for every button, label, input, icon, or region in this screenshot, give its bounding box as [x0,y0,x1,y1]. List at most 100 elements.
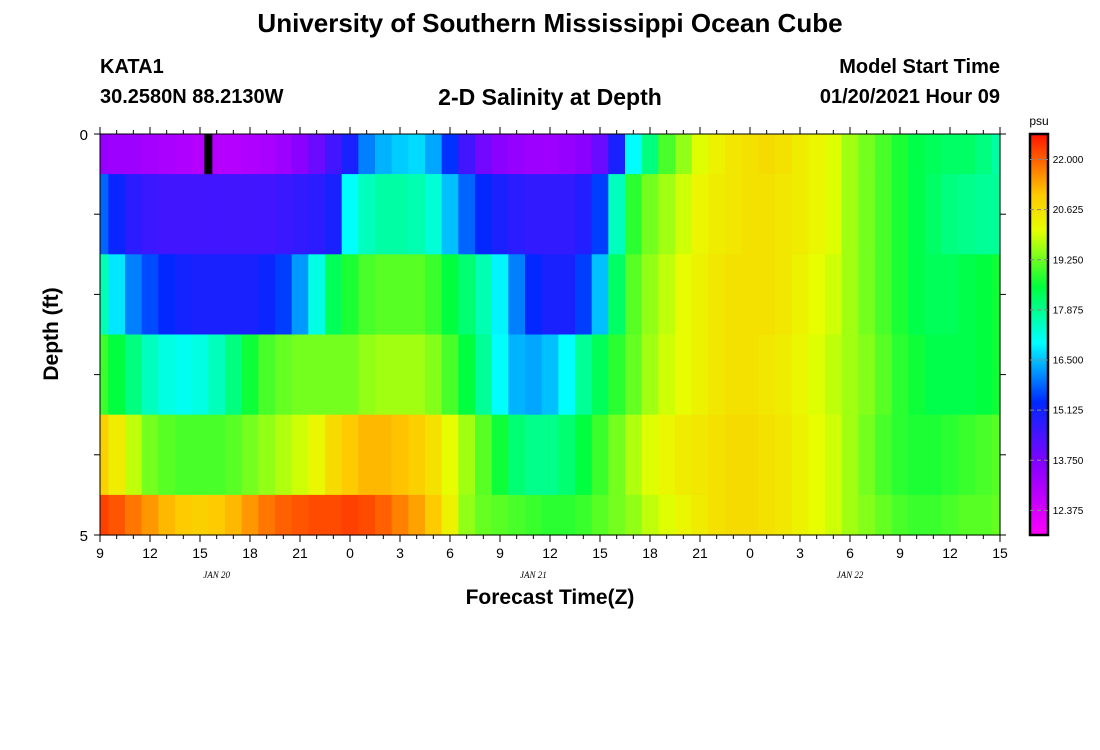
heatmap-cell [108,254,126,336]
heatmap-cell [858,254,876,336]
station-coordinates: 30.2580N 88.2130W [100,86,284,108]
heatmap-cell [941,334,959,416]
marker-layer [204,134,213,175]
heatmap-cell [575,254,593,336]
heatmap-cell [891,414,909,496]
heatmap-cell [891,134,909,175]
heatmap-cell [508,414,526,496]
heatmap-cell [941,494,959,536]
main-title: University of Southern Mississippi Ocean… [257,8,843,38]
heatmap-cell [541,174,559,255]
heatmap-cell [725,414,743,496]
heatmap-cell [991,334,1001,416]
heatmap-cell [941,414,959,496]
heatmap-cell [891,334,909,416]
heatmap-cell [125,494,143,536]
heatmap-cell [358,334,376,416]
heatmap-cell [841,254,859,336]
heatmap-cell [841,494,859,536]
x-tick-label: 6 [846,545,854,561]
heatmap-cell [808,414,826,496]
colorbar-tick-label: 13.750 [1053,456,1084,467]
heatmap-cell [525,334,543,416]
colorbar-tick-label: 22.000 [1053,155,1084,166]
heatmap-cell [925,334,943,416]
heatmap-cell [158,174,176,255]
heatmap-cell [741,134,759,175]
heatmap-cell [641,414,659,496]
heatmap-cell [175,334,193,416]
heatmap-cell [825,174,843,255]
heatmap-cell [575,334,593,416]
heatmap-cell [758,134,776,175]
heatmap-cell [391,134,409,175]
heatmap-cell [475,334,493,416]
heatmap-cell [100,334,109,416]
heatmap-cell [541,334,559,416]
heatmap-cell [775,414,793,496]
heatmap-cell [100,414,109,496]
heatmap-cell [808,254,826,336]
heatmap-cell [325,334,343,416]
heatmap-cell [391,254,409,336]
heatmap-cell [625,334,643,416]
plot-title: 2-D Salinity at Depth [438,84,662,110]
heatmap-cell [858,134,876,175]
heatmap-cell [941,134,959,175]
heatmap-cell [875,334,893,416]
heatmap-cell [375,334,393,416]
heatmap-cell [808,134,826,175]
heatmap-cell [175,414,193,496]
heatmap-cell [758,334,776,416]
heatmap-cell [258,254,276,336]
x-tick-label: 15 [592,545,608,561]
heatmap-cell [508,494,526,536]
data-gap-marker [204,134,213,175]
heatmap-cell [958,254,976,336]
heatmap-cell [408,334,426,416]
heatmap-cell [141,174,159,255]
heatmap-cell [658,134,676,175]
heatmap-cell [308,414,326,496]
heatmap-cell [975,494,993,536]
heatmap-cell [141,334,159,416]
heatmap-cell [791,414,809,496]
heatmap-cell [375,414,393,496]
heatmap-cell [241,134,259,175]
heatmap-cell [125,334,143,416]
heatmap-cell [108,414,126,496]
colorbar: psu 22.000 20.625 19.250 17.875 16.500 15.125… [1028,114,1084,537]
heatmap-cell [441,494,459,536]
heatmap-cell [525,414,543,496]
heatmap-cell [941,174,959,255]
heatmap-cell [975,174,993,255]
heatmap-cell [975,334,993,416]
heatmap-cell [100,494,109,536]
heatmap-cell [575,174,593,255]
heatmap-cell [408,494,426,536]
heatmap-cell [258,334,276,416]
heatmap-cell [158,414,176,496]
heatmap-cell [491,254,509,336]
heatmap-cell [208,494,226,536]
heatmap-cell [541,254,559,336]
heatmap-cell [558,334,576,416]
heatmap-cell [675,254,693,336]
heatmap-cell [108,134,126,175]
heatmap-cell [791,254,809,336]
x-axis: 9 12 15 18 21 0 3 6 9 12 15 18 21 0 3 6 9 12 15 JAN 20 JAN 2… [96,127,1008,580]
heatmap-cell [891,174,909,255]
heatmap-cell [875,414,893,496]
heatmap-cell [658,334,676,416]
heatmap-cell [158,494,176,536]
station-name: KATA1 [100,56,164,78]
heatmap-cell [108,494,126,536]
heatmap-cell [458,414,476,496]
heatmap-cell [241,334,259,416]
heatmap-cell [908,414,926,496]
heatmap-cell [675,174,693,255]
heatmap-cell [525,174,543,255]
colorbar-tick-label: 16.500 [1053,356,1084,367]
heatmap-cell [675,414,693,496]
heatmap-cell [100,134,109,175]
